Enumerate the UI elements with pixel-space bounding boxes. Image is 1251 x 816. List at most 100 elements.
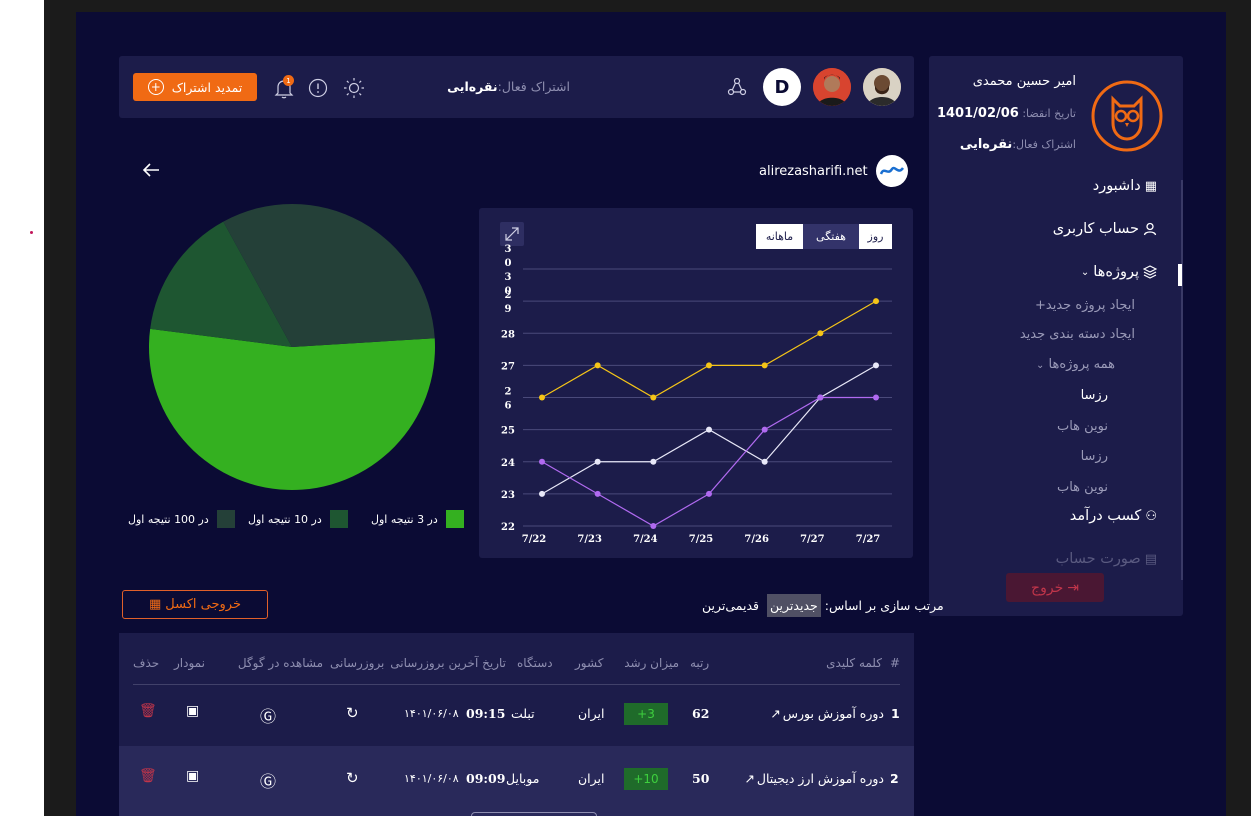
th-rank: رتبه xyxy=(690,656,710,670)
data-point[interactable] xyxy=(873,298,879,305)
logout-icon: ⇥ xyxy=(1067,579,1079,596)
row-device: موبایل xyxy=(506,771,540,786)
data-point[interactable] xyxy=(817,330,824,337)
data-point[interactable] xyxy=(594,458,601,465)
y-tick-label: 25 xyxy=(501,426,515,437)
th-chart: نمودار xyxy=(174,656,205,670)
data-point[interactable] xyxy=(539,458,545,465)
chart-icon[interactable]: ▣ xyxy=(186,768,200,784)
data-point[interactable] xyxy=(873,362,879,369)
owl-logo-icon xyxy=(1091,80,1163,152)
data-point[interactable] xyxy=(817,394,824,401)
row-country: ایران xyxy=(578,771,605,786)
renew-subscription-button[interactable]: تمدید اشتراک + xyxy=(133,73,257,101)
sort-oldest-button[interactable]: قدیمی‌ترین xyxy=(702,598,760,613)
data-point[interactable] xyxy=(650,458,657,465)
profile-name: امیر حسین محمدی xyxy=(972,74,1076,89)
info-icon[interactable] xyxy=(308,78,328,98)
pie-slice[interactable] xyxy=(223,204,435,347)
pagination[interactable] xyxy=(471,812,597,816)
google-icon[interactable]: Ⓖ xyxy=(260,772,277,791)
external-link-icon[interactable]: ↗ xyxy=(770,706,781,721)
row-date: ۱۴۰۱/۰۶/۰۸ xyxy=(404,772,459,785)
sidebar-item-invoice[interactable]: ▤ صورت حساب xyxy=(1055,551,1157,567)
data-point[interactable] xyxy=(761,362,768,369)
export-excel-button[interactable]: خروجی اکسل ▦ xyxy=(122,590,268,619)
data-point[interactable] xyxy=(706,426,712,433)
expand-icon[interactable] xyxy=(500,222,524,246)
row-time: 09:09 xyxy=(466,771,506,786)
data-point[interactable] xyxy=(650,394,657,401)
x-tick-label: 7/27 xyxy=(856,534,881,545)
tab-daily[interactable]: روز xyxy=(859,224,892,249)
trash-icon[interactable]: 🗑 xyxy=(139,768,157,784)
tab-weekly[interactable]: هفتگی xyxy=(803,224,859,249)
table-row-keyword[interactable]: دوره آموزش ارز دیجیتال↗ xyxy=(744,771,884,786)
money-bag-icon: ⚇ xyxy=(1145,508,1157,524)
avatar[interactable] xyxy=(863,68,901,106)
data-point[interactable] xyxy=(594,490,601,497)
sidebar-active-indicator xyxy=(1178,264,1182,286)
project-item[interactable]: رزسا xyxy=(1080,449,1108,464)
data-point[interactable] xyxy=(761,426,768,433)
legend-item: در 100 نتیجه اول xyxy=(128,510,235,528)
back-arrow-icon[interactable] xyxy=(141,161,161,179)
y-tick-label: 22 xyxy=(501,522,515,533)
th-device: دستگاه xyxy=(517,656,553,670)
all-projects-toggle[interactable]: همه پروژه‌ها ⌄ xyxy=(1036,357,1115,372)
th-num: # xyxy=(890,656,901,670)
th-google: مشاهده در گوگل xyxy=(237,656,323,670)
x-tick-label: 7/27 xyxy=(800,534,825,545)
refresh-icon[interactable]: ↻ xyxy=(346,704,359,722)
data-point[interactable] xyxy=(650,523,657,529)
x-tick-label: 7/26 xyxy=(744,534,769,545)
marker-dot xyxy=(30,231,33,234)
th-keyword: کلمه کلیدی xyxy=(826,656,882,670)
table-row-keyword[interactable]: دوره آموزش بورس↗ xyxy=(770,706,884,721)
project-item[interactable]: رزسا xyxy=(1080,388,1108,403)
project-item[interactable]: نوین هاب xyxy=(1056,480,1108,495)
growth-badge: +3 xyxy=(624,703,668,725)
trash-icon[interactable]: 🗑 xyxy=(139,703,157,719)
sun-icon[interactable] xyxy=(343,77,365,99)
data-point[interactable] xyxy=(539,394,545,401)
sidebar-scrollbar[interactable] xyxy=(1181,180,1183,580)
profile-subscription: اشتراک فعال:نقره‌ایی xyxy=(959,137,1076,152)
sort-newest-button[interactable]: جدیدترین xyxy=(767,594,821,617)
sidebar-item-account[interactable]: حساب کاربری xyxy=(1053,221,1157,237)
logout-button[interactable]: ⇥ خروج xyxy=(1006,573,1104,602)
data-point[interactable] xyxy=(706,362,712,369)
x-tick-label: 7/25 xyxy=(689,534,714,545)
x-tick-label: 7/24 xyxy=(633,534,658,545)
refresh-icon[interactable]: ↻ xyxy=(346,769,359,787)
tab-monthly[interactable]: ماهانه xyxy=(756,224,803,249)
pie-slice[interactable] xyxy=(150,221,292,347)
new-project-link[interactable]: ایجاد پروژه جدید+ xyxy=(1035,298,1135,313)
avatar[interactable] xyxy=(813,68,851,106)
sort-control: مرتب سازی بر اساس: جدیدترین قدیمی‌ترین xyxy=(698,594,944,617)
data-point[interactable] xyxy=(539,490,545,497)
project-item[interactable]: نوین هاب xyxy=(1056,419,1108,434)
left-margin xyxy=(0,0,44,816)
data-point[interactable] xyxy=(594,362,601,369)
chart-icon[interactable]: ▣ xyxy=(186,703,200,719)
row-num: 2 xyxy=(890,771,899,786)
chevron-down-icon: ⌄ xyxy=(1080,266,1090,278)
data-point[interactable] xyxy=(706,490,712,497)
sidebar-item-projects[interactable]: پروژه‌ها ⌄ xyxy=(1081,264,1157,280)
google-icon[interactable]: Ⓖ xyxy=(260,707,277,726)
sidebar-item-earn[interactable]: ⚇ کسب درآمد xyxy=(1069,508,1157,524)
share-icon[interactable] xyxy=(727,77,747,97)
avatar-letter[interactable]: D xyxy=(763,68,801,106)
legend-swatch xyxy=(216,510,235,528)
data-point[interactable] xyxy=(873,394,879,401)
sidebar-item-dashboard[interactable]: ▦ داشبورد xyxy=(1092,178,1157,194)
data-point[interactable] xyxy=(761,458,768,465)
pie-slice[interactable] xyxy=(148,328,436,491)
external-link-icon[interactable]: ↗ xyxy=(744,771,755,786)
line-chart-card xyxy=(479,208,913,558)
new-category-link[interactable]: ایجاد دسته بندی جدید xyxy=(1019,327,1135,342)
row-rank: 50 xyxy=(692,771,710,786)
line-chart: 22 23 24 25 2 6 27 28 2 93 0 3 0 7/22 7/23 7/24 7/25 7/2… xyxy=(501,244,892,545)
th-refresh: بروزرسانی xyxy=(330,656,385,670)
